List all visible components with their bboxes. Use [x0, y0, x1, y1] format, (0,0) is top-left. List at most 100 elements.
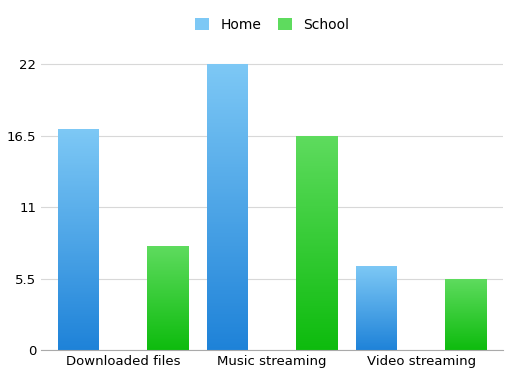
Bar	[295, 222, 337, 223]
Bar	[295, 261, 337, 262]
Bar	[355, 345, 397, 346]
Bar	[58, 210, 99, 211]
Bar	[58, 260, 99, 261]
Bar	[58, 217, 99, 219]
Bar	[355, 325, 397, 326]
Bar	[58, 146, 99, 147]
Bar	[355, 289, 397, 290]
Bar	[206, 349, 248, 350]
Bar	[206, 287, 248, 289]
Bar	[206, 152, 248, 153]
Bar	[58, 219, 99, 220]
Bar	[355, 317, 397, 318]
Bar	[58, 130, 99, 132]
Bar	[206, 344, 248, 346]
Bar	[355, 320, 397, 321]
Bar	[295, 332, 337, 333]
Bar	[295, 273, 337, 274]
Bar	[206, 124, 248, 126]
Bar	[295, 224, 337, 225]
Bar	[295, 242, 337, 243]
Bar	[147, 266, 188, 267]
Bar	[206, 184, 248, 186]
Bar	[58, 292, 99, 293]
Bar	[355, 332, 397, 333]
Bar	[206, 171, 248, 173]
Bar	[206, 186, 248, 188]
Bar	[58, 214, 99, 216]
Bar	[206, 146, 248, 147]
Bar	[295, 181, 337, 182]
Bar	[147, 272, 188, 273]
Bar	[295, 144, 337, 146]
Bar	[206, 79, 248, 80]
Bar	[58, 286, 99, 287]
Bar	[147, 297, 188, 298]
Bar	[147, 259, 188, 260]
Bar	[58, 264, 99, 265]
Bar	[58, 280, 99, 282]
Bar	[206, 290, 248, 292]
Bar	[206, 303, 248, 304]
Bar	[58, 237, 99, 238]
Bar	[147, 291, 188, 292]
Bar	[58, 159, 99, 160]
Bar	[147, 346, 188, 347]
Bar	[147, 308, 188, 309]
Bar	[355, 305, 397, 306]
Bar	[206, 342, 248, 343]
Bar	[58, 278, 99, 279]
Bar	[355, 328, 397, 329]
Bar	[58, 341, 99, 342]
Bar	[206, 230, 248, 232]
Bar	[206, 197, 248, 199]
Bar	[355, 290, 397, 291]
Bar	[295, 174, 337, 176]
Bar	[206, 246, 248, 248]
Bar	[355, 283, 397, 284]
Bar	[147, 271, 188, 272]
Bar	[295, 179, 337, 180]
Bar	[58, 251, 99, 252]
Bar	[206, 269, 248, 270]
Bar	[295, 282, 337, 283]
Bar	[58, 153, 99, 154]
Bar	[206, 66, 248, 68]
Bar	[147, 333, 188, 334]
Bar	[355, 292, 397, 293]
Bar	[58, 176, 99, 177]
Bar	[58, 135, 99, 136]
Bar	[295, 210, 337, 211]
Bar	[206, 206, 248, 207]
Bar	[58, 275, 99, 276]
Bar	[58, 255, 99, 257]
Bar	[58, 229, 99, 230]
Bar	[295, 329, 337, 330]
Bar	[295, 272, 337, 273]
Bar	[295, 147, 337, 148]
Bar	[295, 324, 337, 326]
Bar	[295, 211, 337, 212]
Bar	[295, 309, 337, 310]
Bar	[295, 322, 337, 323]
Bar	[206, 67, 248, 69]
Bar	[147, 269, 188, 270]
Bar	[355, 327, 397, 328]
Bar	[206, 279, 248, 280]
Bar	[206, 159, 248, 160]
Bar	[295, 316, 337, 317]
Bar	[147, 267, 188, 268]
Bar	[58, 340, 99, 341]
Bar	[206, 324, 248, 326]
Bar	[206, 76, 248, 77]
Bar	[58, 217, 99, 218]
Bar	[58, 253, 99, 254]
Bar	[295, 180, 337, 181]
Bar	[355, 276, 397, 277]
Bar	[206, 289, 248, 290]
Bar	[58, 329, 99, 330]
Bar	[147, 340, 188, 341]
Bar	[295, 289, 337, 290]
Bar	[206, 217, 248, 219]
Bar	[58, 319, 99, 320]
